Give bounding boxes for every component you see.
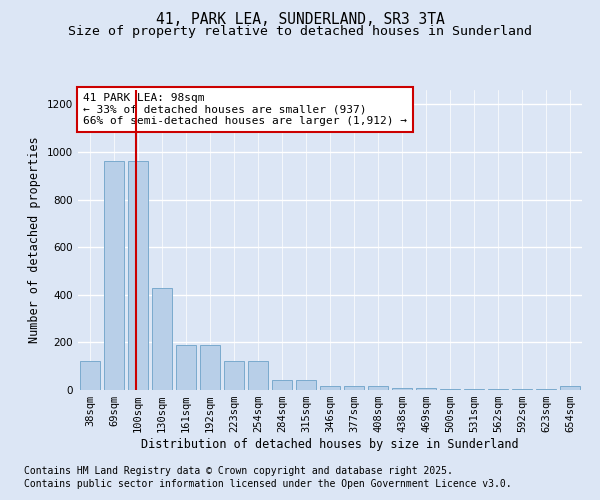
Bar — [536, 389, 556, 390]
X-axis label: Distribution of detached houses by size in Sunderland: Distribution of detached houses by size … — [141, 438, 519, 451]
Text: Contains public sector information licensed under the Open Government Licence v3: Contains public sector information licen… — [24, 479, 512, 489]
Bar — [416, 388, 436, 390]
Bar — [104, 162, 124, 390]
Bar — [440, 389, 460, 390]
Bar — [320, 386, 340, 390]
Bar — [224, 362, 244, 390]
Bar — [128, 162, 148, 390]
Text: Size of property relative to detached houses in Sunderland: Size of property relative to detached ho… — [68, 25, 532, 38]
Text: Contains HM Land Registry data © Crown copyright and database right 2025.: Contains HM Land Registry data © Crown c… — [24, 466, 453, 476]
Bar — [368, 386, 388, 390]
Bar — [464, 389, 484, 390]
Y-axis label: Number of detached properties: Number of detached properties — [28, 136, 41, 344]
Bar — [248, 362, 268, 390]
Text: 41 PARK LEA: 98sqm
← 33% of detached houses are smaller (937)
66% of semi-detach: 41 PARK LEA: 98sqm ← 33% of detached hou… — [83, 93, 407, 126]
Bar — [560, 386, 580, 390]
Bar — [272, 380, 292, 390]
Bar — [152, 288, 172, 390]
Text: 41, PARK LEA, SUNDERLAND, SR3 3TA: 41, PARK LEA, SUNDERLAND, SR3 3TA — [155, 12, 445, 28]
Bar — [512, 389, 532, 390]
Bar — [488, 389, 508, 390]
Bar — [344, 386, 364, 390]
Bar — [296, 380, 316, 390]
Bar — [392, 388, 412, 390]
Bar — [176, 345, 196, 390]
Bar — [80, 362, 100, 390]
Bar — [200, 345, 220, 390]
